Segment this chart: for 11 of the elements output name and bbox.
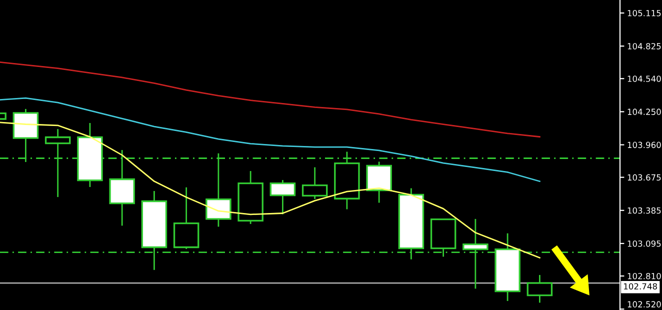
y-tick-label: 104.250 [628, 108, 661, 115]
y-tick-label: 103.385 [628, 207, 661, 214]
y-tick-label: 105.115 [628, 10, 661, 16]
y-tick-label: 103.960 [628, 142, 661, 148]
y-tick-label: 103.095 [628, 240, 661, 247]
y-tick-label: 103.675 [628, 174, 661, 181]
ref-line-label: 102.748 [624, 283, 657, 290]
y-tick-label: 102.810 [628, 272, 661, 280]
y-tick-label: 102.520 [628, 301, 661, 308]
y-tick-label: 104.540 [628, 76, 661, 82]
y-tick-label: 104.825 [628, 43, 661, 50]
